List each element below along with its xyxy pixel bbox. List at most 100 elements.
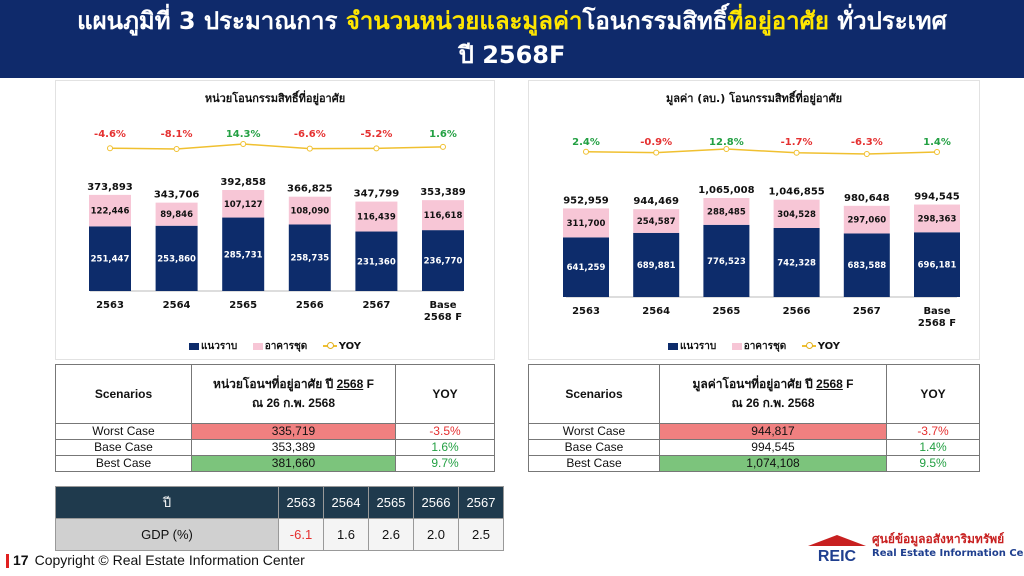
scenario-name: Best Case xyxy=(528,455,660,472)
scenario-value: 1,074,108 xyxy=(659,455,887,472)
title-banner: แผนภูมิที่ 3 ประมาณการ จำนวนหน่วยและมูลค… xyxy=(0,0,1024,78)
table-header-row: Scenarios หน่วยโอนฯที่อยู่อาศัย ปี 2568 … xyxy=(55,364,495,424)
reic-logo: REIC ศูนย์ข้อมูลอสังหาริมทรัพย์ Real Est… xyxy=(806,526,1024,570)
header-yoy: YOY xyxy=(395,364,495,424)
units-scenario-table: Scenarios หน่วยโอนฯที่อยู่อาศัย ปี 2568 … xyxy=(55,364,495,472)
data-label-s1: 742,328 xyxy=(777,258,816,268)
x-tick-label: Base xyxy=(923,306,950,317)
scenario-name: Base Case xyxy=(55,439,192,456)
gdp-value: 2.0 xyxy=(413,518,459,551)
total-label: 944,469 xyxy=(633,196,679,207)
yoy-point xyxy=(240,141,247,147)
bar-s2 xyxy=(155,202,198,226)
legend-item-yoy: YOY xyxy=(322,341,361,352)
data-label-s1: 641,259 xyxy=(567,263,606,273)
data-label-s2: 122,446 xyxy=(91,207,130,217)
yoy-point xyxy=(653,149,660,156)
gdp-year: 2564 xyxy=(323,486,369,519)
scenario-name: Worst Case xyxy=(528,423,660,440)
total-label: 343,706 xyxy=(154,190,200,201)
x-tick-label: 2563 xyxy=(96,300,124,311)
data-label-s1: 236,770 xyxy=(424,257,463,267)
value-chart-legend: แนวราบ อาคารชุด YOY xyxy=(529,339,979,354)
scenario-yoy: -3.5% xyxy=(395,423,495,440)
scenario-name: Base Case xyxy=(528,439,660,456)
data-label-s2: 304,528 xyxy=(777,210,816,220)
legend-item-s2: อาคารชุด xyxy=(252,341,307,352)
bar-s2 xyxy=(563,208,609,238)
yoy-label: 2.4% xyxy=(572,137,600,148)
yoy-label: 12.8% xyxy=(709,137,744,148)
yoy-point xyxy=(440,143,446,150)
value-chart-title: มูลค่า (ลบ.) โอนกรรมสิทธิ์ที่อยู่อาศัย xyxy=(665,92,843,105)
gdp-year: 2565 xyxy=(368,486,414,519)
scenario-value: 353,389 xyxy=(191,439,396,456)
total-label: 353,389 xyxy=(420,187,466,198)
scenario-yoy: -3.7% xyxy=(886,423,980,440)
bar-s1 xyxy=(222,217,265,291)
gdp-table: ปี 2563 2564 2565 2566 2567 GDP (%) -6.1… xyxy=(55,486,504,551)
logo-thai-text: ศูนย์ข้อมูลอสังหาริมทรัพย์ xyxy=(872,532,1005,546)
copyright-text: Copyright © Real Estate Information Cent… xyxy=(34,552,305,568)
units-chart-panel: หน่วยโอนกรรมสิทธิ์ที่อยู่อาศัย 251,447 12… xyxy=(55,80,495,360)
yoy-line xyxy=(585,148,938,155)
title-line-2: ปี 2568F xyxy=(458,41,566,69)
header-scenarios: Scenarios xyxy=(528,364,660,424)
yoy-point xyxy=(863,151,870,157)
bar-s2 xyxy=(222,190,265,218)
gdp-year-label: ปี xyxy=(55,486,279,519)
yoy-point xyxy=(173,146,180,152)
table-row: Worst Case 944,817 -3.7% xyxy=(528,423,980,440)
yoy-point xyxy=(793,149,800,156)
x-tick-label: 2564 xyxy=(163,300,191,311)
gdp-year: 2563 xyxy=(278,486,324,519)
footer: 17 Copyright © Real Estate Information Ce… xyxy=(6,552,305,569)
yoy-point xyxy=(373,145,380,152)
bar-s2 xyxy=(288,196,331,225)
data-label-s1: 251,447 xyxy=(91,255,130,265)
scenario-value: 335,719 xyxy=(191,423,396,440)
data-label-s2: 254,587 xyxy=(637,217,676,227)
bar-s1 xyxy=(843,233,890,297)
table-row: Best Case 381,660 9.7% xyxy=(55,455,495,472)
scenario-yoy: 1.6% xyxy=(395,439,495,456)
bar-s2 xyxy=(422,200,464,231)
yoy-label: -5.2% xyxy=(360,129,392,140)
yoy-label: -4.6% xyxy=(94,129,126,140)
value-chart: 641,259 311,700 952,959 2563 2.4% 689,881 254,… xyxy=(563,137,960,329)
data-label-s1: 258,735 xyxy=(290,254,329,264)
gdp-value: 2.5 xyxy=(458,518,504,551)
scenario-yoy: 1.4% xyxy=(886,439,980,456)
total-label: 1,065,008 xyxy=(698,185,754,196)
data-label-s2: 108,090 xyxy=(290,207,329,217)
table-row: Best Case 1,074,108 9.5% xyxy=(528,455,980,472)
bar-s1 xyxy=(633,232,680,297)
bar-s2 xyxy=(703,198,750,225)
total-label: 347,799 xyxy=(354,189,400,200)
total-label: 980,648 xyxy=(844,193,890,204)
data-label-s2: 311,700 xyxy=(567,219,606,229)
data-label-s1: 231,360 xyxy=(357,257,396,267)
bar-s2 xyxy=(633,209,680,233)
gdp-row-label: GDP (%) xyxy=(55,518,279,551)
table-row: Base Case 994,545 1.4% xyxy=(528,439,980,456)
bar-s1 xyxy=(422,230,464,291)
yoy-label: -8.1% xyxy=(161,129,193,140)
logo-english-text: Real Estate Information Center xyxy=(872,548,1024,559)
yoy-label: 14.3% xyxy=(226,129,261,140)
yoy-label: -1.7% xyxy=(781,137,813,148)
x-tick-label: 2566 xyxy=(783,306,811,317)
table-header-row: Scenarios มูลค่าโอนฯที่อยู่อาศัย ปี 2568… xyxy=(528,364,980,424)
bar-s2 xyxy=(914,204,960,233)
x-tick-label: 2563 xyxy=(572,306,600,317)
data-label-s1: 696,181 xyxy=(918,261,957,271)
yoy-point xyxy=(723,146,730,152)
bar-s1 xyxy=(89,226,131,291)
data-label-s1: 253,860 xyxy=(157,254,196,264)
bar-s2 xyxy=(355,201,398,232)
units-chart-title: หน่วยโอนกรรมสิทธิ์ที่อยู่อาศัย xyxy=(204,92,346,105)
units-chart-legend: แนวราบ อาคารชุด YOY xyxy=(56,339,494,354)
x-tick-label: 2565 xyxy=(712,306,740,317)
gdp-year: 2567 xyxy=(458,486,504,519)
